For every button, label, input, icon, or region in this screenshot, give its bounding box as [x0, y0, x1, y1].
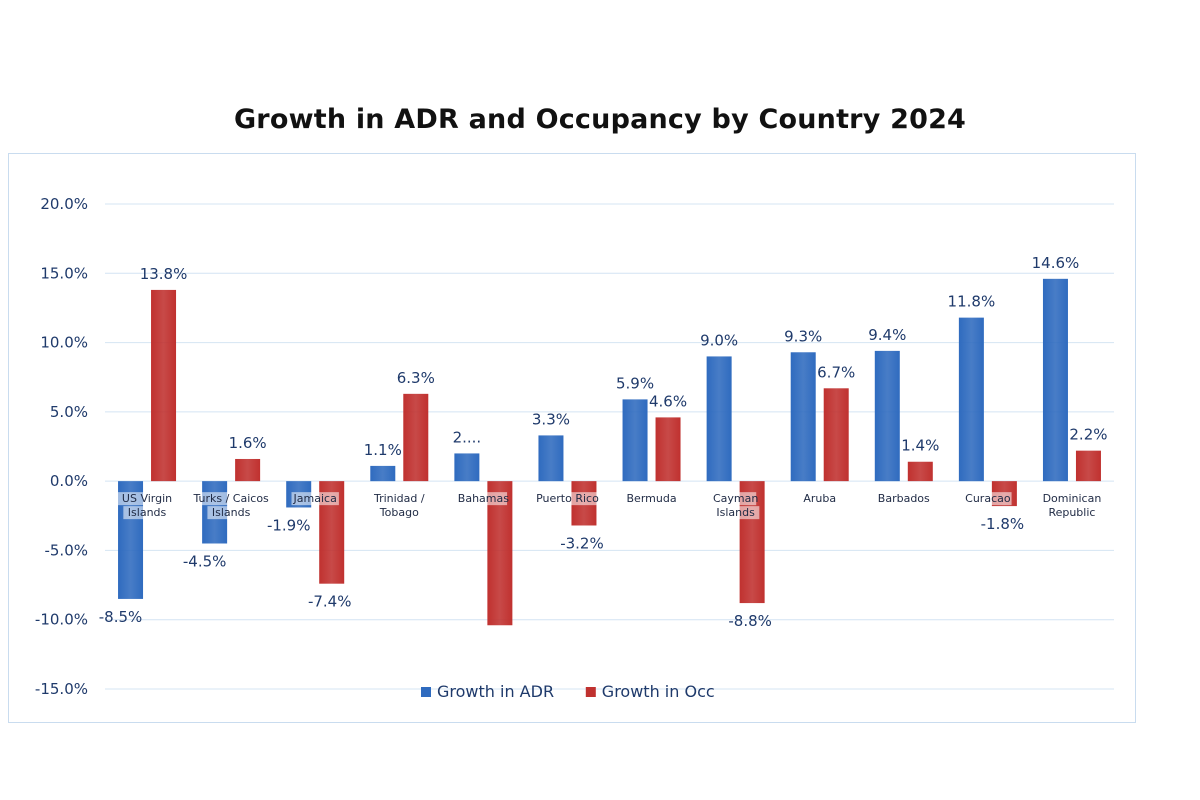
occ-data-label: 13.8% [140, 265, 188, 283]
category-label: Islands [212, 506, 251, 519]
adr-data-label: 9.4% [868, 326, 906, 344]
category-label-bg [291, 492, 339, 506]
chart-frame: 20.0% 15.0% 10.0% 5.0% 0.0% -5.0% -10.0% -15.0%… [8, 153, 1136, 723]
adr-data-label: -1.9% [267, 516, 311, 534]
occ-data-label: 6.7% [817, 363, 855, 381]
adr-data-label: 5.9% [616, 374, 654, 392]
category-label: Tobago [379, 506, 419, 519]
category-label: US Virgin [122, 492, 172, 505]
adr-data-label: 2.... [453, 428, 482, 446]
adr-bar [958, 317, 984, 482]
occ-data-label: -1.8% [981, 515, 1025, 533]
adr-data-label: -4.5% [183, 553, 227, 571]
occ-data-label: 6.3% [397, 369, 435, 387]
adr-bar [622, 399, 648, 482]
occ-data-label: 4.6% [649, 392, 687, 410]
occ-data-label: -8.8% [728, 612, 772, 630]
y-tick-label: -15.0% [35, 680, 88, 698]
category-label-bg [627, 492, 676, 506]
adr-data-label: 14.6% [1032, 254, 1080, 272]
category-label-bg [123, 506, 171, 520]
legend-swatch [585, 687, 596, 697]
adr-bar [370, 465, 396, 482]
adr-bar [706, 356, 732, 482]
y-tick-label: -5.0% [44, 541, 88, 559]
occ-bar [823, 388, 849, 482]
occ-data-label: 2.2% [1069, 426, 1107, 444]
category-label-bg [366, 492, 433, 506]
category-label: Bahamas [458, 492, 509, 505]
category-label-bg [964, 492, 1012, 506]
category-label: Turks / Caicos [192, 492, 269, 505]
category-label: Islands [716, 506, 755, 519]
category-label: Islands [128, 506, 167, 519]
category-label: Cayman [713, 492, 758, 505]
y-tick-label: 15.0% [40, 264, 88, 282]
occ-bar [907, 461, 933, 482]
adr-data-label: 11.8% [948, 293, 996, 311]
y-tick-label: 0.0% [50, 472, 88, 490]
category-label: Barbados [878, 492, 930, 505]
category-label: Curacao [965, 492, 1011, 505]
adr-bar [1042, 278, 1068, 482]
adr-bar [454, 453, 480, 482]
adr-bar [538, 435, 564, 482]
adr-data-label: 9.0% [700, 331, 738, 349]
category-label-bg [1042, 492, 1102, 506]
occ-bar [1075, 450, 1101, 482]
adr-bar [790, 352, 816, 482]
legend-label: Growth in ADR [437, 682, 554, 701]
occ-bar [151, 289, 177, 482]
occ-data-label: -7.4% [308, 593, 352, 611]
adr-data-label: 9.3% [784, 327, 822, 345]
occ-bar [655, 417, 681, 482]
chart-title: Growth in ADR and Occupancy by Country 2… [233, 104, 967, 135]
category-label-bg [876, 492, 931, 506]
category-label-bg [378, 506, 420, 520]
category-label-bg [711, 506, 760, 520]
chart-svg: 20.0% 15.0% 10.0% 5.0% 0.0% -5.0% -10.0% -15.0%… [35, 195, 1114, 701]
category-label-bg [207, 506, 255, 520]
legend-label: Growth in Occ [602, 682, 715, 701]
adr-data-label: 3.3% [532, 410, 570, 428]
adr-bar [874, 350, 900, 482]
occ-bar [403, 393, 429, 482]
category-label-bg [185, 492, 277, 506]
category-label-bg [715, 492, 757, 506]
y-tick-label: 20.0% [40, 195, 88, 213]
category-label: Trinidad / [373, 492, 425, 505]
y-tick-label: 5.0% [50, 403, 88, 421]
occ-data-label: 1.4% [901, 437, 939, 455]
occ-bar [487, 481, 513, 626]
y-tick-label: 10.0% [40, 334, 88, 352]
occ-data-label: 1.6% [229, 434, 267, 452]
category-label: Dominican [1043, 492, 1102, 505]
y-tick-label: -10.0% [35, 611, 88, 629]
legend-swatch [421, 687, 431, 697]
category-label-bg [117, 492, 177, 506]
category-label-bg [1045, 506, 1099, 520]
occ-data-label: -3.2% [560, 534, 604, 552]
category-label-bg [531, 492, 604, 506]
occ-bar [235, 458, 261, 482]
adr-data-label: 1.1% [364, 441, 402, 459]
category-label-bg [802, 492, 838, 506]
category-label: Republic [1048, 506, 1095, 519]
category-label-bg [459, 492, 508, 506]
category-label: Aruba [803, 492, 836, 505]
adr-data-label: -8.5% [99, 608, 143, 626]
category-label: Bermuda [627, 492, 677, 505]
category-label: Jamaica [293, 492, 337, 505]
category-label: Puerto Rico [536, 492, 599, 505]
